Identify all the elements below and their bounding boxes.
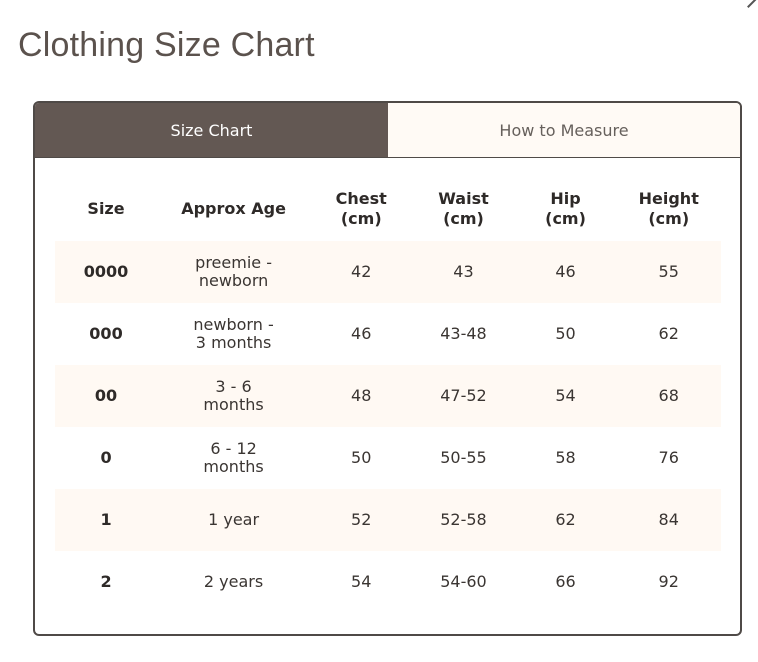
cell-chest: 52 (310, 489, 413, 551)
cell-hip: 46 (514, 241, 617, 303)
cell-hip: 50 (555, 324, 576, 343)
cell-approx-age: 3 - 6 months (157, 365, 311, 427)
cell-size: 2 (100, 572, 112, 591)
cell-height: 76 (658, 448, 679, 467)
age-text: 3 - 6 months (203, 377, 264, 414)
size-chart-panel: Size Chart How to Measure Size Approx Ag… (33, 101, 742, 636)
table-row: 0 6 - 12 months 50 50-55 58 76 (55, 427, 721, 489)
age-text: 2 years (203, 572, 264, 591)
close-icon[interactable] (746, 0, 756, 6)
cell-waist: 43 (412, 241, 515, 303)
cell-size: 0000 (55, 241, 158, 303)
header-chest-label: Chest (cm) (335, 189, 387, 228)
cell-height: 84 (616, 489, 721, 551)
table-row: 000 newborn - 3 months 46 43-48 50 62 (55, 303, 721, 365)
cell-chest: 54 (351, 572, 372, 591)
age-text: 6 - 12 months (203, 439, 264, 476)
header-size: Size (87, 199, 125, 218)
cell-hip: 58 (555, 448, 576, 467)
age-text: newborn - 3 months (193, 315, 274, 352)
cell-approx-age: preemie - newborn (157, 241, 311, 303)
cell-waist: 52-58 (412, 489, 515, 551)
cell-height: 68 (616, 365, 721, 427)
cell-height: 62 (658, 324, 679, 343)
tab-how-to-measure[interactable]: How to Measure (388, 103, 740, 157)
cell-approx-age: 2 years (157, 551, 310, 613)
cell-size: 000 (89, 324, 123, 343)
header-height-label: Height (cm) (638, 189, 699, 228)
cell-chest: 50 (351, 448, 372, 467)
cell-chest: 42 (310, 241, 413, 303)
cell-height: 92 (658, 572, 679, 591)
cell-size: 00 (55, 365, 158, 427)
cell-approx-age: 6 - 12 months (157, 427, 310, 489)
age-text: 1 year (208, 510, 260, 529)
age-text: preemie - newborn (195, 253, 272, 290)
cell-chest: 46 (351, 324, 372, 343)
cell-size: 0 (100, 448, 112, 467)
header-approx-age: Approx Age (181, 199, 286, 218)
cell-waist: 47-52 (412, 365, 515, 427)
cell-approx-age: 1 year (157, 489, 311, 551)
header-waist: Waist (cm) (412, 177, 514, 241)
cell-waist: 43-48 (440, 324, 487, 343)
table-header-row: Size Approx Age Chest (cm) Waist (cm) Hi… (55, 177, 721, 241)
header-hip-label: Hip (cm) (545, 189, 586, 228)
cell-waist: 54-60 (440, 572, 487, 591)
cell-waist: 50-55 (440, 448, 487, 467)
cell-hip: 62 (514, 489, 617, 551)
page-title: Clothing Size Chart (18, 26, 315, 64)
table-row: 0000 preemie - newborn 42 43 46 55 (55, 241, 721, 303)
size-table: Size Approx Age Chest (cm) Waist (cm) Hi… (55, 177, 721, 613)
header-hip: Hip (cm) (515, 177, 617, 241)
header-waist-label: Waist (cm) (438, 189, 489, 228)
table-row: 2 2 years 54 54-60 66 92 (55, 551, 721, 613)
cell-height: 55 (616, 241, 721, 303)
cell-hip: 54 (514, 365, 617, 427)
tab-size-chart[interactable]: Size Chart (35, 103, 388, 157)
table-row: 1 1 year 52 52-58 62 84 (55, 489, 721, 551)
cell-size: 1 (55, 489, 158, 551)
cell-chest: 48 (310, 365, 413, 427)
header-chest: Chest (cm) (310, 177, 412, 241)
header-height: Height (cm) (616, 177, 721, 241)
tab-bar: Size Chart How to Measure (35, 103, 740, 158)
cell-approx-age: newborn - 3 months (157, 303, 310, 365)
cell-hip: 66 (555, 572, 576, 591)
table-row: 00 3 - 6 months 48 47-52 54 68 (55, 365, 721, 427)
